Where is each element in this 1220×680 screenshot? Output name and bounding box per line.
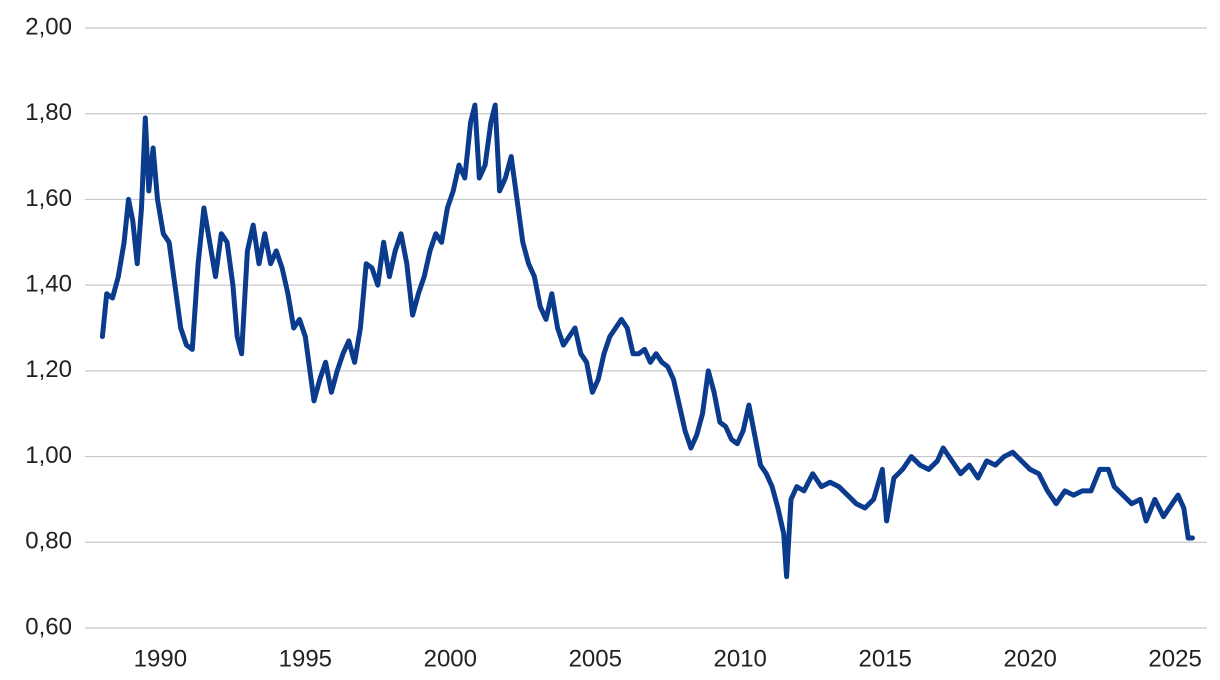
y-tick-label: 1,20 <box>25 356 72 383</box>
y-tick-label: 1,80 <box>25 99 72 126</box>
x-tick-label: 1990 <box>134 645 187 672</box>
y-tick-label: 0,60 <box>25 613 72 640</box>
data-line <box>99 102 1195 580</box>
y-tick-label: 1,00 <box>25 442 72 469</box>
y-tick-label: 0,80 <box>25 528 72 555</box>
y-tick-label: 2,00 <box>25 13 72 40</box>
x-tick-label: 2025 <box>1148 645 1201 672</box>
x-tick-label: 2015 <box>858 645 911 672</box>
x-tick-label: 1995 <box>279 645 332 672</box>
y-tick-label: 1,40 <box>25 270 72 297</box>
x-tick-label: 2010 <box>714 645 767 672</box>
x-tick-label: 2005 <box>569 645 622 672</box>
x-tick-label: 2020 <box>1003 645 1056 672</box>
x-tick-label: 2000 <box>424 645 477 672</box>
y-tick-label: 1,60 <box>25 185 72 212</box>
